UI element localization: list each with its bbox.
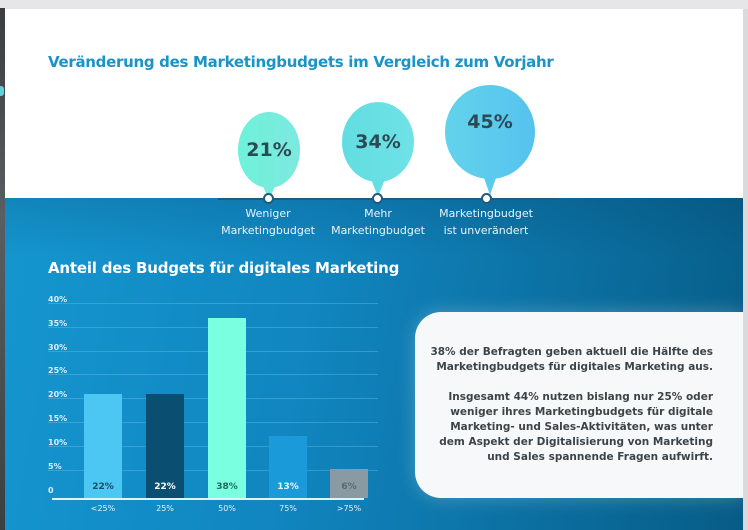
bubble-less-budget: 21% xyxy=(238,112,300,200)
bubble-pointer xyxy=(371,179,385,197)
y-tick: 35% xyxy=(48,319,68,328)
bar-lt25: 22% xyxy=(84,394,122,498)
digital-share-title: Anteil des Budgets für digitales Marketi… xyxy=(48,259,400,277)
bar-chart: 40% 35% 30% 25% 20% 15% 10% 5% 0 22% 22%… xyxy=(48,294,378,514)
y-tick: 5% xyxy=(48,462,62,471)
x-tick: >75% xyxy=(336,504,362,513)
category-label: Marketingbudget ist unverändert xyxy=(431,205,541,239)
bar-label: 22% xyxy=(92,482,114,492)
x-tick: <25% xyxy=(90,504,116,513)
timeline-line xyxy=(218,198,558,200)
page-shadow xyxy=(743,9,748,530)
bubble-value: 45% xyxy=(467,111,513,133)
x-tick: 25% xyxy=(156,504,174,513)
edge-marker xyxy=(0,86,4,96)
bar-75: 13% xyxy=(269,436,307,498)
label-line: ist unverändert xyxy=(443,224,529,237)
category-label: Mehr Marketingbudget xyxy=(323,205,433,239)
bar-25: 22% xyxy=(146,394,184,498)
bubble-value: 34% xyxy=(355,131,401,153)
y-tick: 20% xyxy=(48,390,68,399)
x-axis-line xyxy=(52,498,364,500)
bubble-more-budget: 34% xyxy=(342,102,414,197)
y-tick: 10% xyxy=(48,438,68,447)
x-tick: 50% xyxy=(218,504,236,513)
infographic-page: Veränderung des Marketingbudgets im Verg… xyxy=(5,9,743,530)
label-line: Marketingbudget xyxy=(439,207,533,220)
bubble-pointer xyxy=(483,175,497,195)
x-tick: 75% xyxy=(279,504,297,513)
bar-label: 22% xyxy=(154,482,176,492)
info-text: 38% der Befragten geben aktuell die Hälf… xyxy=(423,345,713,480)
label-line: Mehr xyxy=(364,207,392,220)
y-tick: 15% xyxy=(48,414,68,423)
label-line: Marketingbudget xyxy=(221,224,315,237)
bar-label: 6% xyxy=(341,482,357,492)
timeline-node xyxy=(481,193,492,204)
bar-gt75: 6% xyxy=(330,469,368,498)
y-tick: 30% xyxy=(48,343,68,352)
bar-50: 38% xyxy=(208,318,246,498)
info-card: 38% der Befragten geben aktuell die Hälf… xyxy=(415,312,743,498)
bar-label: 13% xyxy=(277,482,299,492)
y-tick: 0 xyxy=(48,486,54,495)
timeline-node xyxy=(263,193,274,204)
info-paragraph-2: Insgesamt 44% nutzen bislang nur 25% ode… xyxy=(439,391,713,463)
budget-change-title: Veränderung des Marketingbudgets im Verg… xyxy=(48,53,554,71)
y-tick: 25% xyxy=(48,366,68,375)
bubble-value: 21% xyxy=(246,139,292,161)
background-edge xyxy=(0,8,5,530)
category-label: Weniger Marketingbudget xyxy=(213,205,323,239)
bar-label: 38% xyxy=(216,482,238,492)
label-line: Marketingbudget xyxy=(331,224,425,237)
gridline xyxy=(48,303,378,304)
label-line: Weniger xyxy=(245,207,291,220)
bubble-unchanged-budget: 45% xyxy=(445,85,535,195)
y-tick: 40% xyxy=(48,295,68,304)
info-paragraph-1: 38% der Befragten geben aktuell die Hälf… xyxy=(430,346,713,373)
timeline-node xyxy=(372,193,383,204)
